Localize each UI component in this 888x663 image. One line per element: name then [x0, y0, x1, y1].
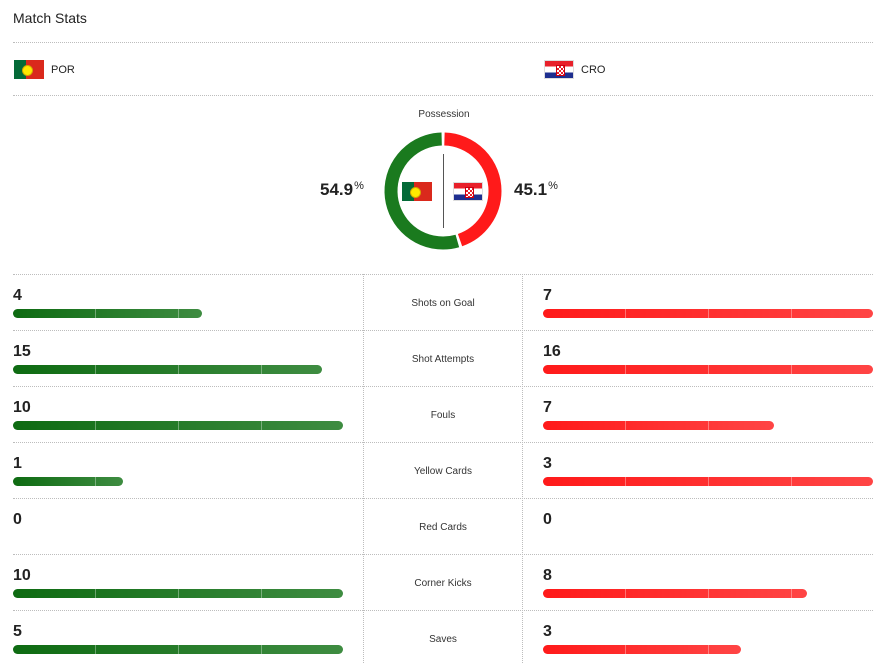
stat-row: 5 Saves 3	[0, 611, 888, 663]
home-stat-value: 5	[13, 623, 22, 640]
away-stat-bar	[543, 421, 774, 430]
stat-row: 1 Yellow Cards 3	[0, 443, 888, 499]
home-stat-bar	[13, 477, 123, 486]
away-stat-bar	[543, 645, 741, 654]
portugal-flag-icon	[14, 60, 44, 79]
home-stat-value: 10	[13, 567, 31, 584]
away-stat-value: 7	[543, 287, 552, 304]
away-team-abbr: CRO	[581, 63, 606, 76]
home-stat-value: 1	[13, 455, 22, 472]
away-team: CRO	[544, 60, 605, 79]
divider	[13, 498, 873, 499]
away-stat-value: 7	[543, 399, 552, 416]
away-stat-value: 3	[543, 623, 552, 640]
portugal-flag-icon	[402, 182, 432, 201]
croatia-flag-icon	[453, 182, 483, 201]
percent-sign: %	[354, 180, 364, 192]
divider	[13, 442, 873, 443]
home-stat-value: 0	[13, 511, 22, 528]
stat-row: 15 Shot Attempts 16	[0, 331, 888, 387]
stat-label: Shots on Goal	[411, 298, 475, 309]
divider	[13, 386, 873, 387]
home-team: POR	[14, 60, 75, 79]
away-stat-bar	[543, 477, 873, 486]
home-stat-bar	[13, 365, 322, 374]
away-possession-value: 45.1	[514, 180, 548, 199]
home-stat-value: 4	[13, 287, 22, 304]
croatia-flag-icon	[544, 60, 574, 79]
stat-label: Shot Attempts	[411, 354, 475, 365]
divider	[13, 274, 873, 275]
home-team-abbr: POR	[51, 63, 75, 76]
away-stat-bar	[543, 589, 807, 598]
donut-divider	[443, 154, 444, 228]
home-possession: 54.9%	[320, 180, 364, 200]
away-stat-value: 3	[543, 455, 552, 472]
stat-label: Saves	[429, 634, 457, 645]
away-possession: 45.1%	[514, 180, 558, 200]
away-stat-value: 8	[543, 567, 552, 584]
home-stat-bar	[13, 645, 343, 654]
away-stat-value: 16	[543, 343, 561, 360]
home-possession-value: 54.9	[320, 180, 354, 199]
away-stat-bar	[543, 365, 873, 374]
possession-label: Possession	[418, 109, 470, 120]
match-stats-title: Match Stats	[13, 10, 87, 26]
stat-label: Fouls	[430, 410, 456, 421]
stat-row: 10 Corner Kicks 8	[0, 555, 888, 611]
column-divider	[522, 274, 523, 663]
stat-label: Corner Kicks	[414, 578, 472, 589]
stat-row: 0 Red Cards 0	[0, 499, 888, 555]
home-stat-bar	[13, 589, 343, 598]
away-stat-bar	[543, 309, 873, 318]
divider	[13, 330, 873, 331]
stat-row: 10 Fouls 7	[0, 387, 888, 443]
away-stat-value: 0	[543, 511, 552, 528]
home-stat-bar	[13, 421, 343, 430]
divider	[13, 42, 873, 43]
home-possession-arc	[384, 132, 502, 250]
home-stat-bar	[13, 309, 202, 318]
divider	[13, 554, 873, 555]
divider	[13, 95, 873, 96]
away-possession-arc	[384, 132, 502, 250]
stat-row: 4 Shots on Goal 7	[0, 275, 888, 331]
percent-sign: %	[548, 180, 558, 192]
stat-label: Yellow Cards	[414, 466, 472, 477]
home-stat-value: 10	[13, 399, 31, 416]
possession-donut-chart	[384, 132, 502, 250]
column-divider	[363, 274, 364, 663]
divider	[13, 610, 873, 611]
home-stat-value: 15	[13, 343, 31, 360]
stat-label: Red Cards	[419, 522, 467, 533]
